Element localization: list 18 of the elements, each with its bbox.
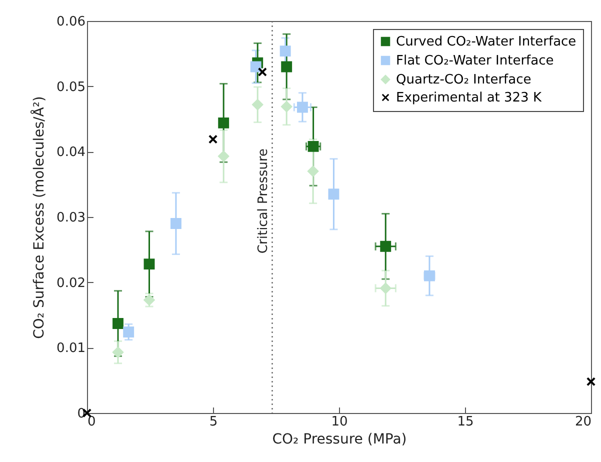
x-tick-label: 10 [331, 414, 348, 430]
y-tick-label: 0.01 [56, 341, 86, 356]
x-axis-title: CO₂ Pressure (MPa) [272, 432, 407, 448]
y-axis-title: CO₂ Surface Excess (molecules/Å²) [30, 96, 48, 339]
ref-line-label: Critical Pressure [256, 148, 272, 254]
y-tick-label: 0.03 [56, 210, 86, 226]
x-tick-label: 20 [574, 414, 592, 430]
legend-label: Quartz-CO₂ Interface [396, 72, 532, 88]
y-tick-label: 0.05 [56, 80, 86, 95]
x-tick-label: 5 [209, 414, 218, 430]
legend-label: Flat CO₂-Water Interface [396, 54, 554, 68]
legend-label: Experimental at 323 K [396, 90, 542, 106]
x-tick-label: 0 [88, 414, 96, 430]
legend-label: Curved CO₂-Water Interface [396, 34, 576, 50]
y-tick-label: 0.04 [56, 145, 86, 160]
y-tick-label: 0.02 [56, 276, 86, 291]
y-tick-label: 0.06 [56, 14, 86, 30]
x-tick-label: 15 [457, 414, 474, 430]
